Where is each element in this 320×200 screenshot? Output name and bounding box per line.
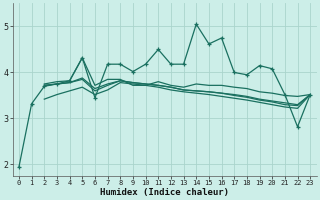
X-axis label: Humidex (Indice chaleur): Humidex (Indice chaleur) (100, 188, 229, 197)
